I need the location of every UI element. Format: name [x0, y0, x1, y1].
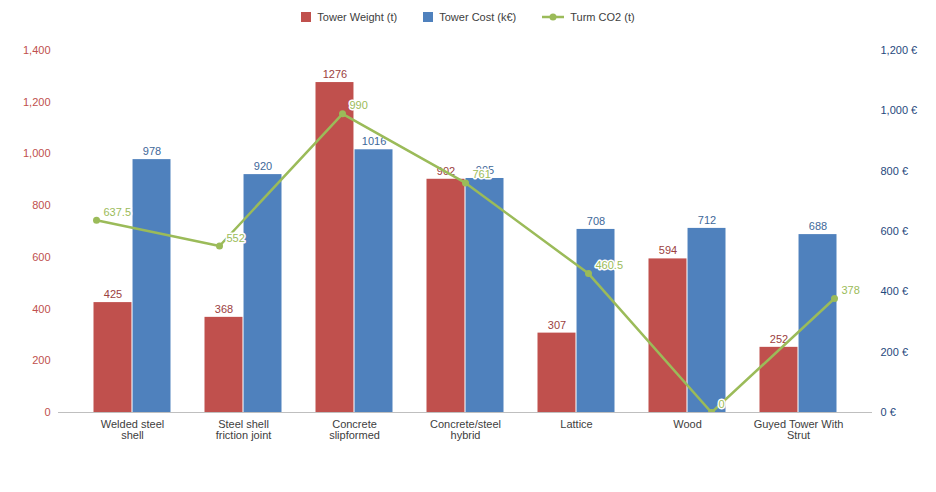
svg-text:0 €: 0 €: [881, 406, 896, 418]
svg-text:1,200 €: 1,200 €: [881, 44, 918, 56]
svg-text:761: 761: [473, 168, 491, 180]
svg-text:0: 0: [719, 398, 725, 410]
svg-text:800 €: 800 €: [881, 165, 909, 177]
svg-text:552: 552: [227, 232, 245, 244]
svg-text:400: 400: [32, 303, 50, 315]
svg-text:902: 902: [436, 164, 456, 177]
svg-text:920: 920: [254, 160, 272, 172]
svg-text:378: 378: [842, 284, 860, 296]
svg-text:1276: 1276: [323, 68, 347, 80]
svg-text:600 €: 600 €: [881, 225, 909, 237]
svg-text:990: 990: [350, 99, 368, 111]
svg-text:800: 800: [32, 199, 50, 211]
html-text:Tower Weight (t): Tower Weight (t): [317, 11, 398, 23]
svg-text:Concreteslipformed: Concreteslipformed: [329, 418, 380, 441]
svg-text:Guyed Tower WithStrut: Guyed Tower WithStrut: [754, 418, 844, 441]
svg-text:688: 688: [809, 220, 827, 232]
svg-text:1,000: 1,000: [23, 147, 51, 159]
svg-text:708: 708: [587, 215, 605, 227]
svg-text:200 €: 200 €: [881, 346, 909, 358]
svg-text:200: 200: [32, 354, 50, 366]
svg-text:1016: 1016: [361, 135, 387, 148]
svg-text:1,400: 1,400: [23, 44, 51, 56]
svg-text:460.5: 460.5: [596, 259, 624, 271]
svg-text:Welded steelshell: Welded steelshell: [101, 418, 164, 441]
svg-text:307: 307: [548, 319, 566, 331]
html-text:Turm CO2 (t): Turm CO2 (t): [570, 11, 635, 23]
svg-text:Steel shellfriction joint: Steel shellfriction joint: [216, 418, 272, 441]
svg-text:Wood: Wood: [673, 418, 702, 430]
svg-text:425: 425: [104, 288, 122, 300]
svg-text:Lattice: Lattice: [560, 418, 592, 430]
svg-text:594: 594: [659, 244, 677, 256]
svg-text:637.5: 637.5: [104, 206, 132, 218]
svg-text:600: 600: [32, 251, 50, 263]
svg-text:368: 368: [215, 303, 233, 315]
svg-text:0: 0: [44, 406, 50, 418]
svg-text:712: 712: [698, 214, 716, 226]
svg-text:1,000 €: 1,000 €: [881, 104, 918, 116]
svg-text:252: 252: [769, 332, 789, 345]
html-text:Tower Cost (k€): Tower Cost (k€): [439, 11, 517, 23]
svg-text:1,200: 1,200: [23, 96, 51, 108]
svg-text:Concrete/steelhybrid: Concrete/steelhybrid: [430, 418, 501, 441]
svg-text:978: 978: [143, 145, 161, 157]
svg-text:400 €: 400 €: [881, 285, 909, 297]
